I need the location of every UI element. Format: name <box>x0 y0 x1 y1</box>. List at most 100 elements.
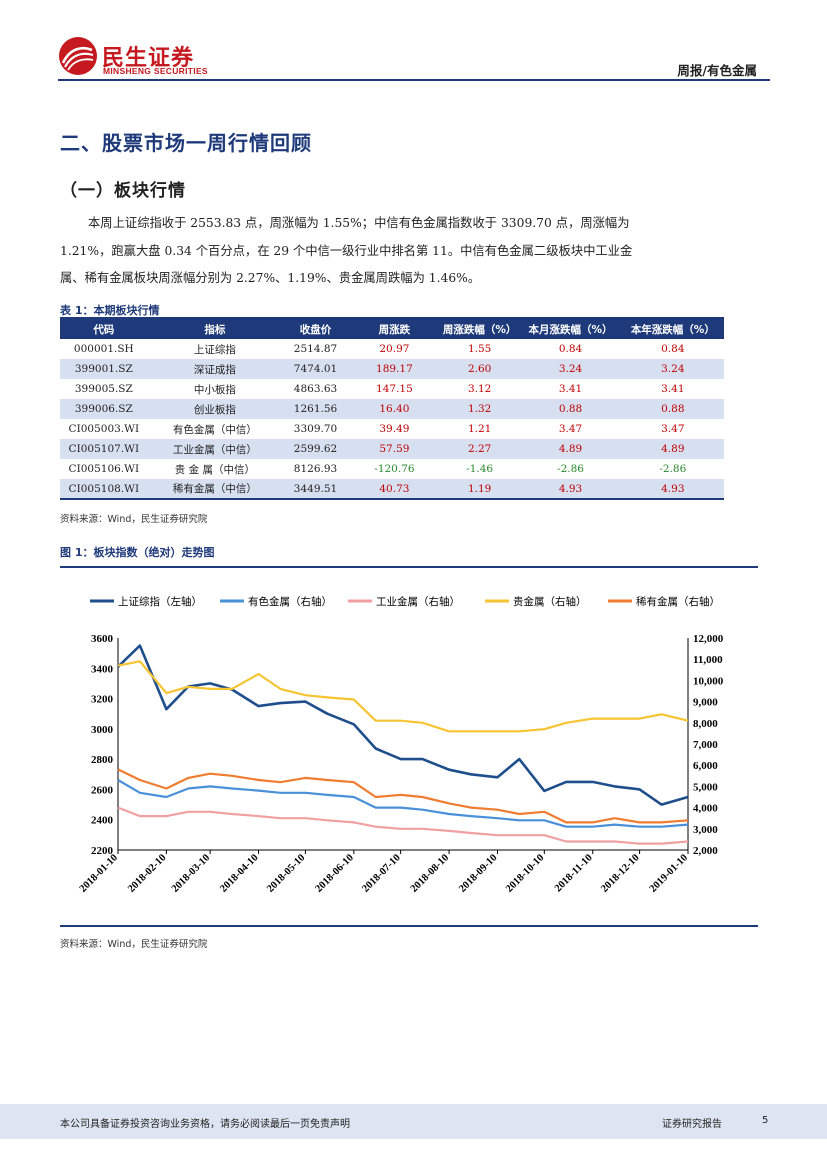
y-left-tick-label: 3600 <box>91 633 114 645</box>
table-cell: -120.76 <box>374 463 415 475</box>
series-line <box>117 660 689 733</box>
table-cell: 3.24 <box>519 359 622 379</box>
y-left-tick-label: 3200 <box>91 694 114 706</box>
table-cell: CI005106.WI <box>68 463 140 475</box>
table-header: 周涨跌 <box>348 319 440 339</box>
table-header: 指标 <box>147 319 283 339</box>
table-row: CI005107.WI 工业金属（中信） 2599.62 57.59 2.27 4.89 4… <box>60 439 724 459</box>
table-cell: 2.60 <box>439 359 520 379</box>
table-cell: 3.24 <box>621 359 724 379</box>
y-right-tick-label: 12,000 <box>693 633 724 645</box>
x-tick-label: 2018-06-10 <box>314 852 356 894</box>
section-title: 二、股票市场一周行情回顾 <box>60 131 312 155</box>
table-cell: 0.88 <box>621 399 724 419</box>
legend-label: 贵金属（右轴） <box>513 595 587 608</box>
table-cell: 中小板指 <box>193 383 236 396</box>
footer-disclaimer: 本公司具备证券投资咨询业务资格，请务必阅读最后一页免责声明 <box>60 1119 350 1130</box>
y-left-tick-label: 2400 <box>91 815 114 827</box>
table-cell: 4.93 <box>621 479 724 500</box>
table-cell: 4.93 <box>519 479 622 500</box>
table-cell: 399006.SZ <box>60 399 148 419</box>
table-cell: 000001.SH <box>73 343 134 355</box>
y-left-tick-label: 3400 <box>91 663 114 675</box>
table-cell: 深证成指 <box>147 359 283 379</box>
y-right-tick-label: 11,000 <box>693 654 723 666</box>
y-right-tick-label: 2,000 <box>693 845 718 857</box>
y-right-tick-label: 5,000 <box>693 781 718 793</box>
table-header: 本年涨跌幅（%） <box>621 319 724 339</box>
table-header: 周涨跌幅（%） <box>439 319 520 339</box>
series-line <box>117 806 689 845</box>
page-number: 5 <box>762 1115 769 1126</box>
report-type: 周报/有色金属 <box>677 63 757 78</box>
x-tick-label: 2018-07-10 <box>360 852 402 894</box>
y-right-tick-label: 9,000 <box>693 697 718 709</box>
table-cell: 399005.SZ <box>74 383 133 395</box>
table-cell: 1.19 <box>439 479 520 500</box>
table-cell: 7474.01 <box>282 359 349 379</box>
figure-top-divider <box>60 566 758 568</box>
table-cell: 1.55 <box>467 343 492 355</box>
table-cell: 2.27 <box>439 439 520 459</box>
table-cell: CI005108.WI <box>60 479 148 500</box>
legend-label: 有色金属（右轴） <box>248 595 332 608</box>
table-row: 399005.SZ 中小板指 4863.63 147.15 3.12 3.41 3.41 <box>60 379 724 399</box>
y-right-tick-label: 10,000 <box>693 675 724 687</box>
table-header: 本月涨跌幅（%） <box>519 319 622 339</box>
table-cell: 贵 金 属（中信） <box>174 463 255 476</box>
logo-chinese-name: 民生证券 <box>102 46 195 71</box>
x-tick-label: 2018-05-10 <box>265 852 307 894</box>
header-divider <box>58 79 770 81</box>
table-row: 399001.SZ 深证成指 7474.01 189.17 2.60 3.24 3.24 <box>60 359 724 379</box>
table-cell: 3309.70 <box>293 423 338 435</box>
table-cell: 40.73 <box>348 479 440 500</box>
table-header-row: 代码 指标 收盘价 周涨跌 周涨跌幅（%） 本月涨跌幅（%） 本年涨跌幅（%） <box>60 319 724 339</box>
table-cell: 39.49 <box>379 423 410 435</box>
x-tick-label: 2018-12-10 <box>599 852 641 894</box>
table-cell: 0.84 <box>661 343 685 355</box>
table-cell: 3.41 <box>661 383 685 395</box>
y-right-tick-label: 7,000 <box>693 739 718 751</box>
x-tick-label: 2018-01-10 <box>78 852 120 894</box>
x-tick-label: 2018-08-10 <box>409 852 451 894</box>
y-left-tick-label: 2200 <box>91 845 114 857</box>
y-left-tick-label: 2600 <box>91 784 114 796</box>
x-tick-label: 2018-04-10 <box>218 852 260 894</box>
section-subtitle: （一）板块行情 <box>60 181 186 201</box>
table-cell: 稀有金属（中信） <box>147 479 283 500</box>
page-footer: 本公司具备证券投资咨询业务资格，请务必阅读最后一页免责声明 证券研究报告 5 <box>0 1104 827 1139</box>
table-cell: -2.86 <box>557 463 584 475</box>
table-cell: 189.17 <box>348 359 440 379</box>
summary-paragraph: 本周上证综指收于 2553.83 点，周涨幅为 1.55%；中信有色金属指数收于… <box>60 216 633 285</box>
table-cell: 3449.51 <box>282 479 349 500</box>
series-line <box>117 768 689 824</box>
table-cell: 3.12 <box>467 383 492 395</box>
table-header: 收盘价 <box>282 319 349 339</box>
table-row: CI005108.WI 稀有金属（中信） 3449.51 40.73 1.19 4.93 4… <box>60 479 724 500</box>
series-line <box>117 644 689 806</box>
table-cell: 0.88 <box>519 399 622 419</box>
table-cell: CI005107.WI <box>60 439 148 459</box>
legend-label: 稀有金属（右轴） <box>636 595 720 608</box>
legend-label: 上证综指（左轴） <box>118 595 202 608</box>
table-row: CI005106.WI 贵 金 属（中信） 8126.93 -120.76 -1.46 -… <box>60 459 724 479</box>
table-cell: 3.47 <box>558 423 583 435</box>
minsheng-logo: 民生证券 MINSHENG SECURITIES <box>58 36 218 80</box>
y-right-tick-label: 3,000 <box>693 824 718 836</box>
y-right-tick-label: 4,000 <box>693 803 718 815</box>
table-header: 代码 <box>60 319 148 339</box>
x-tick-label: 2018-10-10 <box>504 852 546 894</box>
x-tick-label: 2018-09-10 <box>457 852 499 894</box>
sector-index-chart: 2200 2400 2600 2800 3000 3200 3400 3600 2,000 3,0… <box>78 595 724 895</box>
table-cell: 4.89 <box>519 439 622 459</box>
table-cell: 1.32 <box>439 399 520 419</box>
table-cell: 20.97 <box>379 343 410 355</box>
table-row: 000001.SH 上证综指 2514.87 20.97 1.55 0.84 0.84 <box>60 339 724 359</box>
table-source: 资料来源：Wind，民生证券研究院 <box>60 514 208 525</box>
x-tick-label: 2018-02-10 <box>126 852 168 894</box>
table-title: 表 1：本期板块行情 <box>60 304 160 317</box>
table-cell: 1.21 <box>467 423 492 435</box>
table-cell: 1261.56 <box>282 399 349 419</box>
figure-bottom-divider <box>60 925 758 927</box>
table-cell: 399001.SZ <box>60 359 148 379</box>
